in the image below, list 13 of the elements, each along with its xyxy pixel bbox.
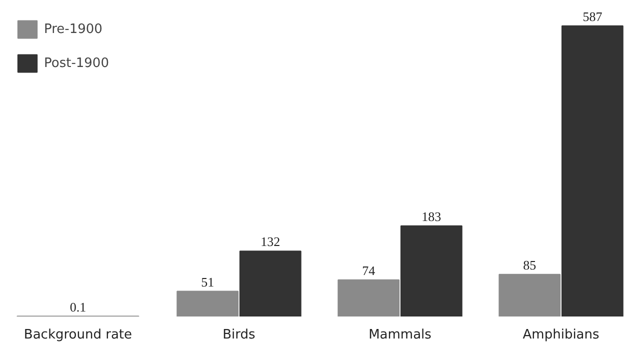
data-label: 51 <box>201 274 214 290</box>
x-tick-label: Amphibians <box>522 328 600 342</box>
data-label: 183 <box>422 208 442 224</box>
legend-label: Pre-1900 <box>44 22 102 36</box>
data-label: 74 <box>362 262 376 278</box>
data-label: 132 <box>260 234 280 250</box>
x-tick-label: Mammals <box>368 328 432 342</box>
x-tick-label: Background rate <box>24 328 132 342</box>
data-label: 0.1 <box>70 299 86 314</box>
data-label: 587 <box>582 8 603 24</box>
x-tick-label: Birds <box>222 328 256 342</box>
legend-label: Post-1900 <box>44 56 109 70</box>
data-label: 85 <box>523 257 536 272</box>
